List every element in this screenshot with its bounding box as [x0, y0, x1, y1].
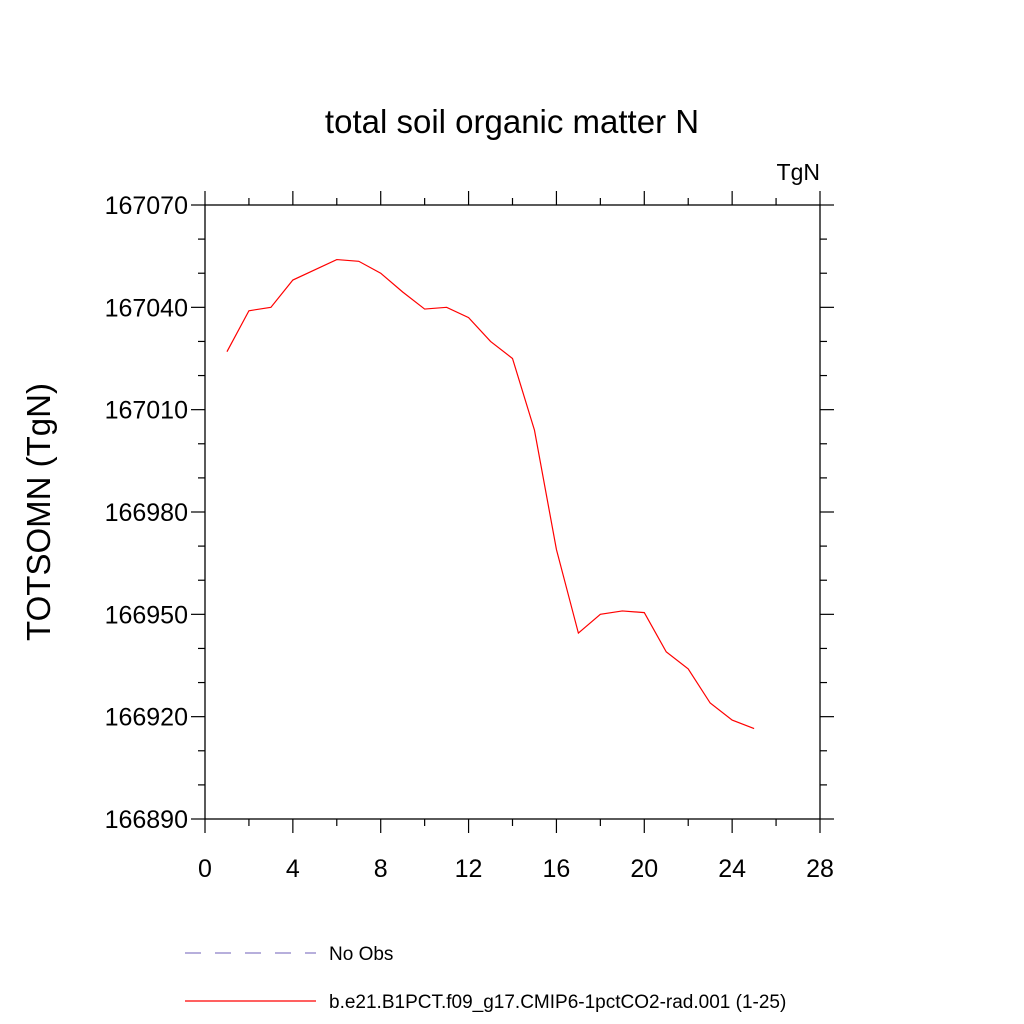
y-tick-label: 166920 — [105, 704, 188, 732]
y-tick-labels: 166890 166920 166950 166980 167010 167040 1670… — [105, 192, 188, 834]
x-tick-label: 20 — [630, 855, 658, 883]
y-tick-label: 166980 — [105, 499, 188, 527]
y-tick-label: 167010 — [105, 397, 188, 425]
y-tick-label: 167070 — [105, 192, 188, 220]
plot-frame — [204, 204, 821, 820]
y-tick-label: 166890 — [105, 806, 188, 834]
legend-label: b.e21.B1PCT.f09_g17.CMIP6-1pctCO2-rad.00… — [329, 992, 786, 1013]
x-tick-labels: 0 4 8 12 16 20 24 28 — [198, 855, 834, 883]
legend-label: No Obs — [329, 944, 393, 965]
x-tick-label: 16 — [543, 855, 571, 883]
x-tick-label: 28 — [806, 855, 834, 883]
y-axis-label: TOTSOMN (TgN) — [20, 383, 57, 641]
y-tick-label: 167040 — [105, 294, 188, 322]
x-tick-label: 8 — [374, 855, 388, 883]
chart-title: total soil organic matter N — [325, 103, 699, 140]
units-label: TgN — [777, 159, 820, 185]
x-tick-label: 24 — [718, 855, 746, 883]
y-tick-label: 166950 — [105, 601, 188, 629]
data-series — [226, 258, 755, 730]
x-tick-label: 12 — [455, 855, 483, 883]
legend: No Obs b.e21.B1PCT.f09_g17.CMIP6-1pctCO2-… — [185, 944, 786, 1013]
axis-ticks — [191, 191, 834, 833]
x-tick-label: 4 — [286, 855, 300, 883]
series-line — [226, 258, 755, 730]
x-tick-label: 0 — [198, 855, 212, 883]
